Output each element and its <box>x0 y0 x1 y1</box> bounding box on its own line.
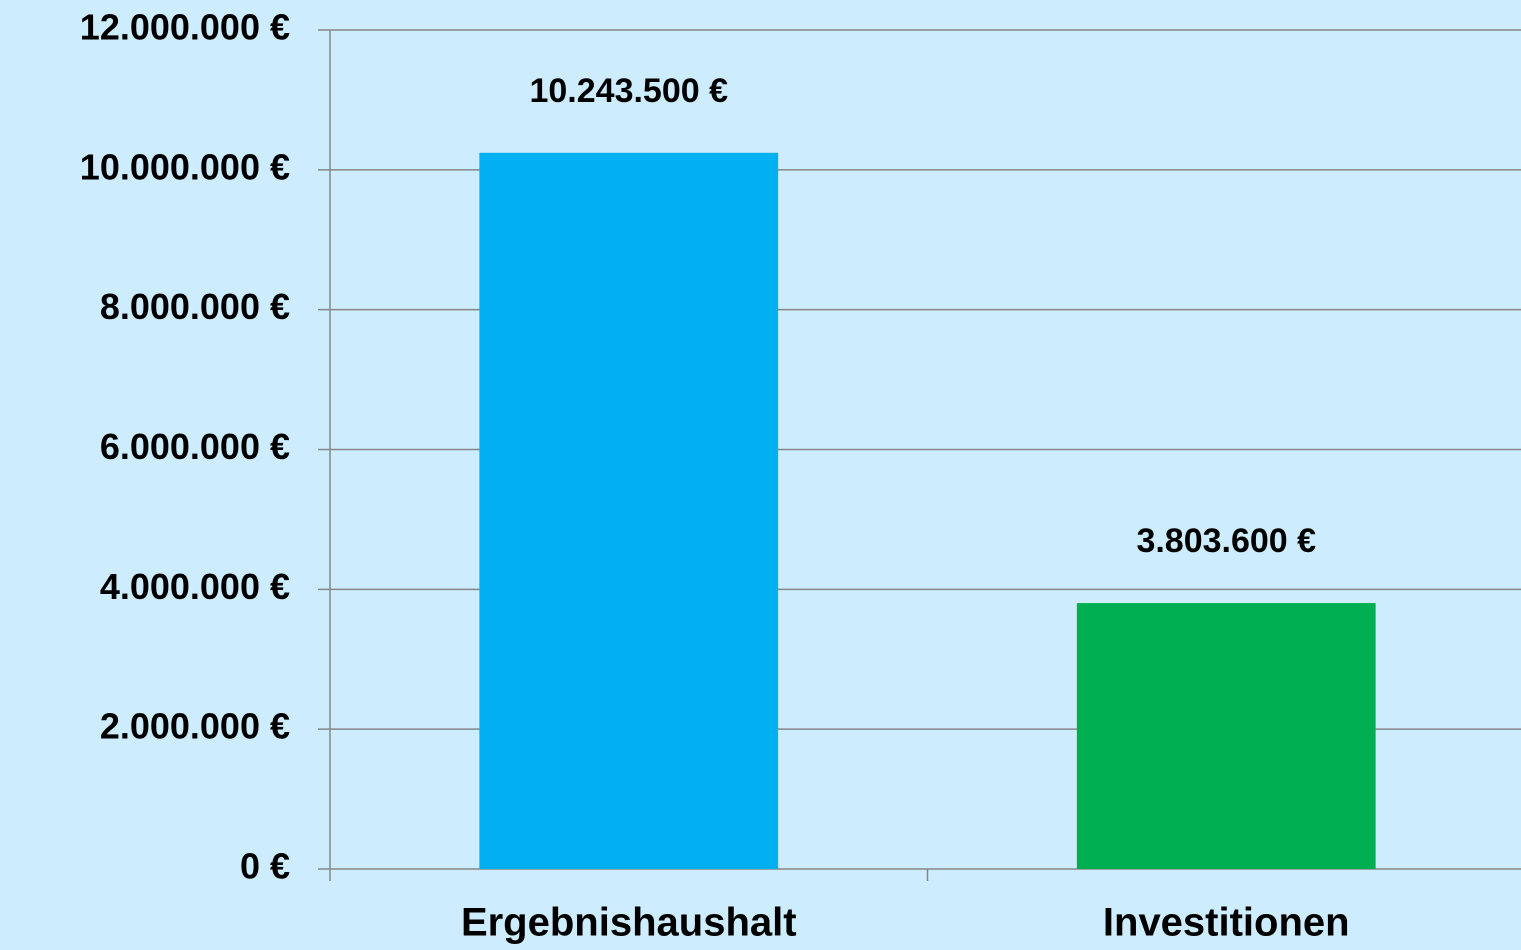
bar <box>1076 603 1376 869</box>
y-tick-label: 0 € <box>240 846 290 887</box>
x-tick-label: Ergebnishaushalt <box>461 901 797 945</box>
x-tick-label: Investitionen <box>1103 901 1350 945</box>
y-tick-label: 4.000.000 € <box>100 566 290 607</box>
y-tick-label: 2.000.000 € <box>100 706 290 747</box>
bar <box>479 152 779 870</box>
value-label: 3.803.600 € <box>1136 522 1316 560</box>
value-label: 10.243.500 € <box>529 72 728 110</box>
y-tick-label: 10.000.000 € <box>80 146 290 187</box>
y-tick-label: 6.000.000 € <box>100 426 290 467</box>
y-tick-label: 12.000.000 € <box>80 7 290 48</box>
y-tick-label: 8.000.000 € <box>100 286 290 327</box>
